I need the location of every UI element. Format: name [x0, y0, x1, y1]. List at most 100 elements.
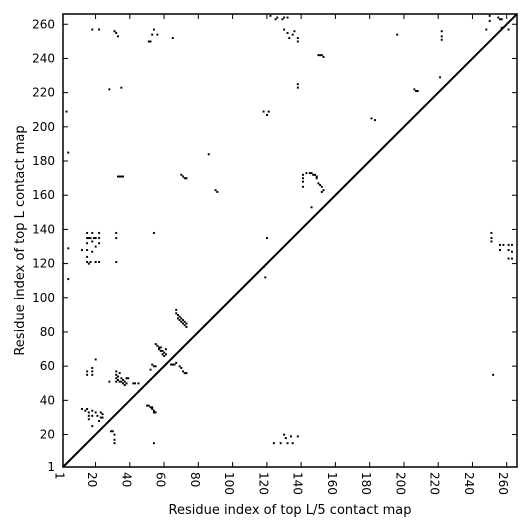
contact-cell [137, 382, 140, 385]
contact-cell [122, 382, 125, 385]
contact-cell [113, 438, 116, 441]
contact-cell [490, 237, 493, 240]
contact-cell [276, 16, 279, 19]
contact-cell [115, 261, 118, 263]
contact-cell [176, 314, 179, 316]
contact-cell [91, 409, 94, 412]
contact-cell [151, 363, 154, 366]
contact-cell [272, 442, 275, 445]
contact-cell [108, 88, 111, 91]
contact-cell [178, 365, 181, 368]
contact-cell [94, 237, 97, 240]
contact-cell [91, 231, 94, 234]
y-tick-label: 180 [32, 154, 55, 168]
y-tick-label: 80 [40, 325, 55, 339]
contact-cell [98, 237, 101, 240]
contact-cell [281, 18, 284, 21]
contact-cell [310, 206, 313, 209]
contact-cell [80, 249, 83, 252]
contact-cell [283, 28, 286, 31]
contact-cell [115, 377, 118, 380]
y-tick-label: 1 [47, 460, 55, 474]
contact-cell [164, 353, 167, 356]
contact-cell [286, 442, 289, 445]
contact-cell [154, 411, 157, 414]
x-tick-label: 60 [154, 472, 168, 487]
contact-cell [317, 54, 320, 57]
contact-cell [185, 177, 188, 180]
contact-cell [91, 28, 94, 31]
contact-cell [123, 384, 126, 387]
contact-cell [67, 151, 70, 154]
contact-cell [91, 414, 94, 417]
contact-cell [116, 375, 119, 378]
contact-cell [86, 249, 89, 252]
contact-cell [185, 325, 188, 328]
contact-cell [158, 346, 161, 349]
contact-cell [182, 175, 185, 178]
contact-cell [288, 37, 291, 40]
contact-cell [507, 243, 510, 246]
contact-cell [161, 349, 164, 352]
y-tick-label: 140 [32, 222, 55, 236]
contact-cell [120, 86, 123, 89]
contact-cell [147, 40, 150, 43]
contact-cell [490, 240, 493, 243]
contact-cell [507, 257, 510, 260]
contact-cell [152, 231, 155, 234]
contact-cell [499, 243, 501, 246]
contact-cell [492, 373, 495, 376]
contact-cell [127, 377, 130, 380]
contact-cell [96, 414, 99, 417]
contact-cell [511, 257, 513, 260]
contact-cell [315, 177, 318, 180]
contact-cell [266, 237, 268, 240]
contact-cell [101, 416, 104, 419]
contact-cell [183, 372, 186, 375]
contact-cell [413, 88, 416, 91]
contact-cell [267, 110, 270, 113]
contact-cell [91, 240, 94, 243]
contact-cell [499, 249, 501, 252]
contact-cell [98, 419, 101, 422]
contact-cell [499, 18, 501, 21]
x-axis-label: Residue index of top L/5 contact map [169, 503, 412, 518]
contact-cell [152, 409, 155, 412]
contact-cell [156, 344, 159, 347]
contact-cell [296, 37, 299, 40]
contact-cell [86, 242, 89, 245]
contact-cell [180, 173, 183, 176]
contact-cell [86, 408, 89, 410]
contact-cell [89, 261, 92, 263]
y-tick-label: 100 [32, 291, 55, 305]
x-tick-label: 80 [188, 472, 202, 487]
contact-cell [293, 30, 296, 33]
contact-cell [185, 372, 188, 375]
contact-cell [86, 261, 89, 263]
contact-cell [92, 237, 95, 240]
contact-cell [279, 442, 282, 445]
contact-cell [183, 320, 186, 323]
contact-cell [159, 346, 162, 349]
contact-cell [111, 430, 114, 433]
contact-cell [175, 308, 178, 311]
contact-cell [317, 182, 320, 185]
contact-cell [320, 190, 323, 193]
contact-cell [149, 40, 152, 43]
contact-cell [120, 175, 123, 178]
contact-cell [94, 411, 97, 414]
contact-cell [98, 242, 101, 245]
contact-cell [113, 442, 116, 445]
contact-cell [118, 175, 121, 178]
x-tick-label: 200 [393, 472, 407, 495]
contact-cell [274, 18, 277, 21]
contact-cell [115, 231, 118, 234]
contact-cell [319, 54, 322, 57]
contact-cell [283, 16, 286, 19]
contact-cell [286, 16, 289, 19]
contact-cell [152, 442, 155, 445]
contact-cell [80, 408, 83, 410]
contact-cell [120, 377, 123, 380]
contact-cell [488, 14, 491, 17]
